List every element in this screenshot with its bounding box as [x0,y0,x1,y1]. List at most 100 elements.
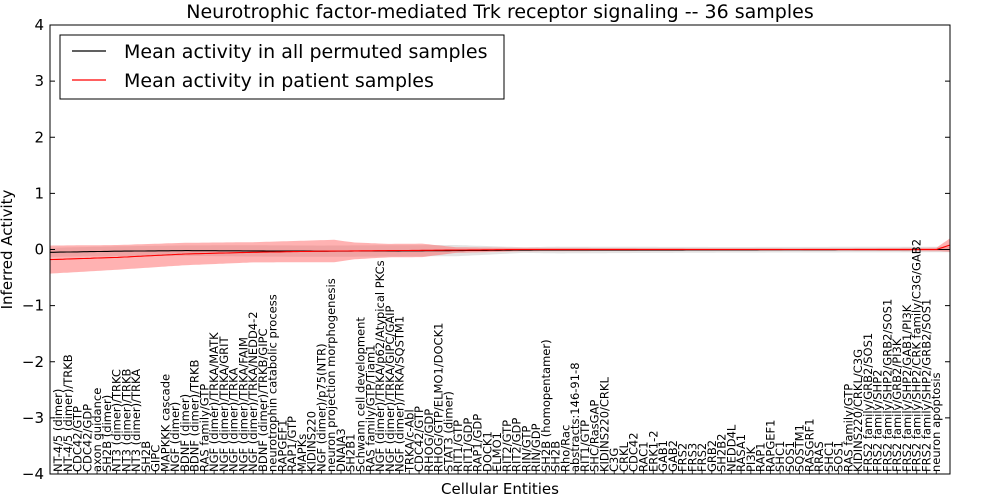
x-tick-label: KIDINS220/CRKL/C3G [851,349,865,472]
y-tick-label: 4 [34,16,44,34]
x-tick-label: NGF (dimer)/TRKA/SQSTM1 [393,316,407,472]
x-tick-label: RASGRF1 [802,418,816,472]
series-line-patient [49,244,951,261]
x-tick-label: NT-4/5 (dimer) [51,389,65,472]
x-tick-label: RIT1/GTP [578,420,592,472]
x-tick-label: KIDINS220 [305,411,319,472]
y-tick-label: 1 [34,184,44,202]
x-tick-label: neuron apoptosis [929,372,943,472]
y-tick-label: −2 [22,353,44,371]
x-tick-label: DNAJA3 [334,428,348,472]
x-tick-label: MAPKs [295,434,309,472]
y-tick-label: −1 [22,297,44,315]
legend-label-permuted: Mean activity in all permuted samples [124,41,487,63]
y-tick-label: −4 [22,465,44,483]
x-tick-label: NGF (dimer)/TRKA/p62/Atypical PKCs [373,260,387,472]
x-tick-label: RIT2/GTP [500,420,514,472]
x-tick-label: SH2B2 [715,434,729,472]
x-tick-label: NGF (dimer)/TRKA [227,368,241,472]
x-tick-label: NT3 (dimer)/TRKA [129,369,143,472]
x-tick-label: FRS2 family/SHP2/GRB2/SOS1 [880,299,894,472]
x-tick-label: FRS2 family/SHP2/GAB1/PI3K [900,304,914,472]
x-tick-label: neurotrophin catabolic process [266,294,280,472]
x-tick-label: NEDD4L [724,424,738,472]
x-tick-label: FRS2 family/SHP2 [871,370,885,472]
x-tick-label: PI3K [744,446,758,472]
x-tick-label: SH2B [549,441,563,472]
series-lines [49,244,951,261]
x-tick-label: SHC1 [822,441,836,472]
x-tick-label: SQSTM1 [793,424,807,472]
x-tick-label: CRKL [617,441,631,472]
x-tick-label: TRKA/c-Abl [402,409,416,473]
x-tick-label: STAT3 (dimer) [441,391,455,472]
legend: Mean activity in all permuted samples Me… [59,34,505,100]
band-patient [50,238,950,274]
x-tick-label: NGF (dimer)/TRKA/MATK [207,332,221,472]
x-tick-label: RAS family/GTP [197,384,211,472]
confidence-bands [50,238,950,274]
x-tick-label: RRAS [812,441,826,472]
x-tick-label: Schwann cell development [354,317,368,472]
x-tick-label: SHC1 [773,441,787,472]
x-tick-label: NGF (dimer)/p75(NTR) [314,343,328,472]
x-tick-label: NGF (dimer)/TRKA/NEDD4-2 [246,311,260,472]
x-tick-label: RAS family/GTP [841,384,855,472]
x-tick-label: RIT1/GDP [461,418,475,472]
x-tick-label: NGF (dimer)/TRKA/FAIM [236,337,250,472]
x-tick-label: FRS2 family/GRB2/PI3K [890,338,904,472]
x-tick-label: GAB2 [666,440,680,472]
x-tick-label: C3G [607,448,621,472]
x-tick-label: NGF (dimer)/TRKA/GRIT [217,335,231,472]
x-tick-label: NT3 (dimer)/TRKB [119,368,133,472]
x-tick-label: RAPGEF1 [275,420,289,472]
x-tick-label: NGF (dimer)/TRKA/GIPC/GAIP [383,305,397,472]
x-tick-label: SOS1 [783,441,797,472]
x-tick-label: DOCK1 [480,431,494,472]
x-tick-label: RAP1/GTP [285,416,299,472]
y-tick-label: 2 [34,128,44,146]
x-tick-label: RHOG/GDP [422,409,436,472]
x-tick-label: FRS2 family/SHP2/GRB2/SOS1 [919,299,933,472]
x-tick-label: SH2B (dimer) [100,395,114,472]
y-axis: −4 −3 −2 −1 0 1 2 3 4 [22,16,950,483]
x-tick-label: axon guidance [90,388,104,472]
x-tick-label: CDC42 [627,432,641,472]
x-tick-label: GRB2 [705,440,719,472]
x-tick-label: SOS1 [832,441,846,472]
x-tick-label: FRS2 [676,443,690,472]
x-tick-label: Rho/Rac [558,425,572,472]
x-tick-label: RHOG/GTP/ELMO1/DOCK1 [432,323,446,472]
legend-label-patient: Mean activity in patient samples [124,70,434,92]
x-axis-ticks: NT-4/5 (dimer)NT-4/5 (dimer)/TRKB CDC42/G… [51,239,943,474]
x-tick-label: RIN/GDP [529,423,543,472]
x-tick-label: NT-4/5 (dimer)/TRKB [61,354,75,472]
x-tick-label: GAB1 [656,440,670,472]
x-tick-label: CDC42/GDP [80,404,94,472]
x-tick-label: neuron projection morphogenesis [324,278,338,472]
x-tick-label: FRS2 [695,443,709,472]
x-tick-label: FRS3 [685,443,699,472]
chart-title: Neurotrophic factor-mediated Trk recepto… [186,1,813,23]
x-tick-label: GIPC [149,445,163,472]
x-tick-label: BDNF (dimer)/TRKB [188,359,202,472]
y-tick-label: −3 [22,409,44,427]
x-tick-label: SH2B (homopentamer) [539,339,553,472]
x-tick-label: BDNF (dimer) [178,394,192,472]
x-tick-label: FRS2 family/GRB2/SOS1 [861,333,875,472]
x-tick-label: RAPGEF1 [763,420,777,472]
x-tick-label: RIT2/GDP [510,418,524,472]
x-tick-label: SH2B [139,441,153,472]
x-tick-label: SH2B1 [344,434,358,472]
x-tick-label: abstracts:146-91-8 [568,362,582,472]
x-tick-label: RIN/GTP [519,426,533,472]
x-tick-label: CDC42/GTP [412,406,426,472]
y-tick-label: 3 [34,72,44,90]
y-axis-label: Inferred Activity [0,189,16,309]
x-tick-label: NT3 (dimer)/TRKC [110,369,124,472]
x-tick-label: KIDINS220/CRKL [597,377,611,472]
x-tick-label: FRS2 family/SHP2/CRK family/C3G/GAB2 [910,239,924,472]
x-tick-label: RAP1/GDP [471,414,485,472]
x-axis-label: Cellular Entities [441,480,559,498]
x-tick-label: MAPKKK cascade [158,374,172,472]
